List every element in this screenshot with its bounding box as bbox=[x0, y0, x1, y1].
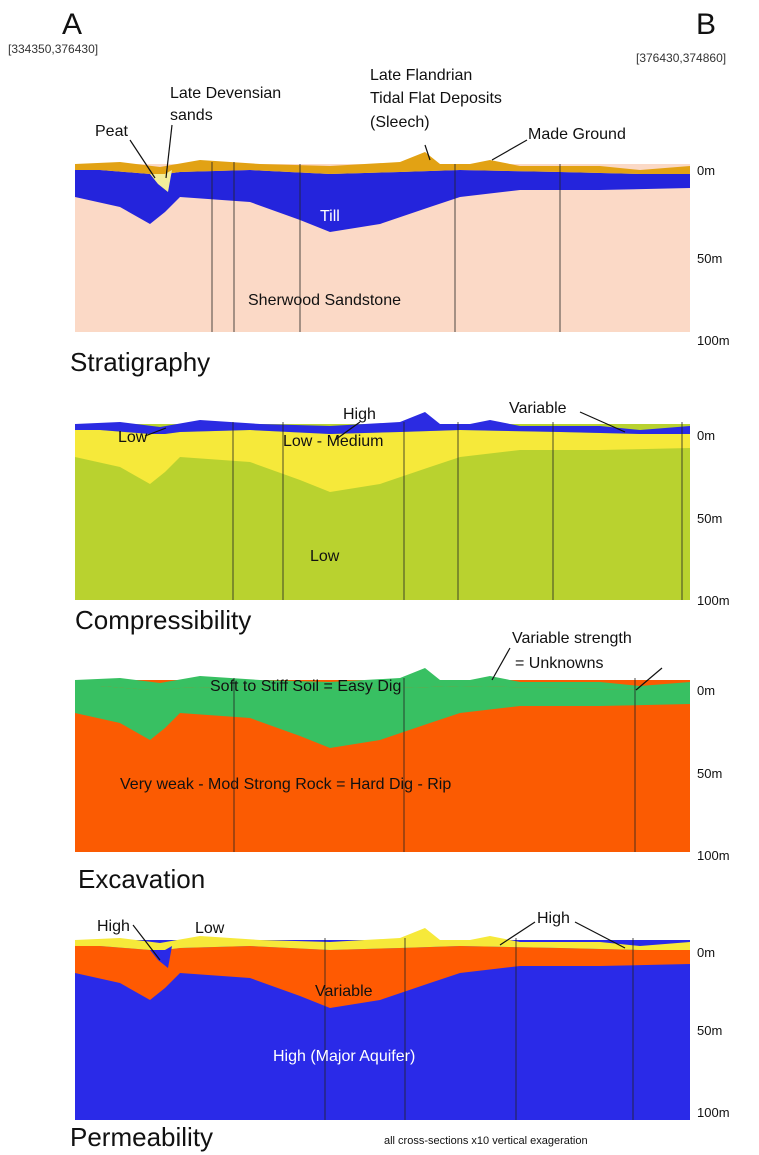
annotation: (Sleech) bbox=[370, 114, 430, 131]
depth-label: 100m bbox=[697, 1105, 730, 1120]
diagram: A [334350,376430] B [376430,374860] Peat… bbox=[0, 0, 759, 1155]
end-coords-b: [376430,374860] bbox=[636, 51, 726, 65]
annotation: High bbox=[97, 918, 130, 935]
layer-label: Soft to Stiff Soil = Easy Dig bbox=[210, 678, 401, 695]
annotation: Late Flandrian bbox=[370, 67, 472, 84]
section-title: Excavation bbox=[78, 864, 205, 894]
annotation: Tidal Flat Deposits bbox=[370, 90, 502, 107]
layer-label: Sherwood Sandstone bbox=[248, 292, 401, 309]
footnote: all cross-sections x10 vertical exagerat… bbox=[384, 1135, 588, 1147]
depth-label: 50m bbox=[697, 766, 722, 781]
end-coords-a: [334350,376430] bbox=[8, 42, 98, 56]
layer-label: Low bbox=[310, 548, 340, 565]
annotation: High bbox=[537, 910, 570, 927]
depth-label: 100m bbox=[697, 593, 730, 608]
layer-label: Very weak - Mod Strong Rock = Hard Dig -… bbox=[120, 776, 451, 793]
depth-label: 100m bbox=[697, 333, 730, 348]
layer-label: Till bbox=[320, 208, 340, 225]
annotation: High bbox=[343, 406, 376, 423]
annotation: Peat bbox=[95, 123, 128, 140]
annotation: Low bbox=[195, 920, 225, 937]
annotation: = Unknowns bbox=[515, 655, 604, 672]
depth-label: 0m bbox=[697, 945, 715, 960]
annotation: sands bbox=[170, 107, 213, 124]
annotation: Late Devensian bbox=[170, 85, 281, 102]
section-title: Compressibility bbox=[75, 605, 251, 635]
depth-label: 0m bbox=[697, 163, 715, 178]
section-title: Permeability bbox=[70, 1122, 213, 1152]
end-label-b: B bbox=[696, 8, 716, 41]
depth-label: 50m bbox=[697, 1023, 722, 1038]
depth-label: 50m bbox=[697, 251, 722, 266]
layer-label: Variable bbox=[315, 983, 373, 1000]
annotation: Variable bbox=[509, 400, 567, 417]
layer-label: High (Major Aquifer) bbox=[273, 1048, 415, 1065]
depth-label: 100m bbox=[697, 848, 730, 863]
section-permeability bbox=[75, 928, 690, 1120]
depth-label: 0m bbox=[697, 683, 715, 698]
depth-label: 0m bbox=[697, 428, 715, 443]
annotation: Made Ground bbox=[528, 126, 626, 143]
annotation: Low bbox=[118, 429, 148, 446]
layer-label: Low - Medium bbox=[283, 433, 383, 450]
section-excavation bbox=[75, 668, 690, 852]
end-label-a: A bbox=[62, 8, 82, 41]
depth-label: 50m bbox=[697, 511, 722, 526]
section-title: Stratigraphy bbox=[70, 347, 210, 377]
annotation: Variable strength bbox=[512, 630, 632, 647]
